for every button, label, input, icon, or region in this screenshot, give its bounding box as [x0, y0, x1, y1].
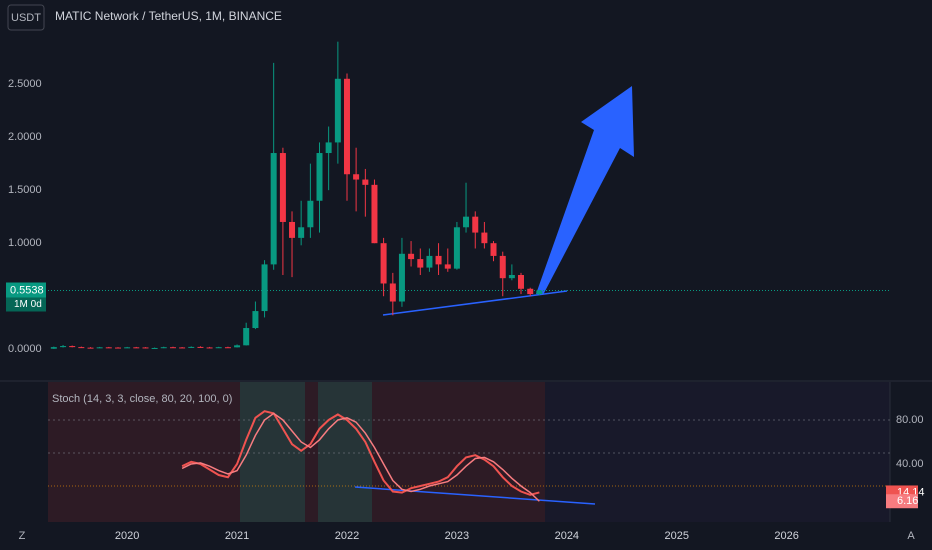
- candle-body: [362, 179, 369, 185]
- candle-body: [408, 253, 415, 260]
- candle-body: [252, 311, 259, 329]
- stoch-shading: [48, 382, 545, 522]
- candle-body: [481, 232, 488, 244]
- candle-body: [224, 347, 231, 349]
- candle-body: [197, 346, 204, 348]
- candle-body: [325, 142, 332, 154]
- y-tick-label: 1.0000: [8, 237, 42, 249]
- candle-body: [179, 347, 186, 349]
- stoch-shading-green: [318, 382, 372, 522]
- candle-body: [490, 243, 497, 256]
- candle-body: [188, 346, 195, 348]
- indicator-title: Stoch (14, 3, 3, close, 80, 20, 100, 0): [52, 393, 232, 405]
- candle-body: [261, 264, 268, 312]
- candle-body: [160, 347, 167, 349]
- candle-body: [435, 255, 442, 265]
- candle-body: [398, 253, 405, 302]
- x-tick-label: 2022: [335, 530, 359, 542]
- candle-body: [243, 328, 250, 346]
- stoch-band: [545, 382, 890, 522]
- y-tick-label: 2.5000: [8, 78, 42, 90]
- candle-body: [78, 347, 85, 349]
- stoch-shading-green: [240, 382, 305, 522]
- candle-body: [105, 347, 112, 349]
- x-tick-label: 2025: [665, 530, 689, 542]
- y-tick-label: 40.00: [896, 458, 924, 470]
- candle-body: [279, 153, 286, 222]
- candle-body: [270, 153, 277, 265]
- arrow[interactable]: [536, 86, 634, 295]
- last-price-note-box: [6, 297, 46, 312]
- candle-body: [206, 347, 213, 349]
- candle-body: [151, 347, 158, 349]
- candle-body: [499, 255, 506, 279]
- candle-body: [536, 290, 543, 295]
- x-tick-label: 2020: [115, 530, 139, 542]
- y-tick-label: 80.00: [896, 414, 924, 426]
- candle-body: [60, 346, 67, 348]
- candle-body: [371, 184, 378, 244]
- candle-body: [389, 283, 396, 302]
- stoch-line: [181, 412, 540, 502]
- y-tick-label: 1.5000: [8, 184, 42, 196]
- candle-body: [444, 264, 451, 269]
- candle-body: [50, 347, 57, 349]
- candle-body: [234, 345, 241, 348]
- last-value-label: 6.16: [897, 495, 918, 507]
- candle-body: [316, 153, 323, 201]
- x-tick-label: 2021: [225, 530, 249, 542]
- x-tick-label: 2024: [555, 530, 579, 542]
- footer-icon[interactable]: A: [907, 530, 915, 542]
- candle-body: [289, 221, 296, 238]
- candle-body: [426, 255, 433, 268]
- chart-title: MATIC Network / TetherUS, 1M, BINANCE: [55, 9, 282, 23]
- candle-body: [343, 78, 350, 175]
- candle-body: [87, 347, 94, 349]
- symbol-button-label[interactable]: USDT: [11, 12, 41, 24]
- candle-body: [508, 275, 515, 279]
- candle-body: [169, 347, 176, 349]
- candle-body: [353, 174, 360, 180]
- candle-body: [334, 78, 341, 143]
- footer-icon[interactable]: Z: [19, 530, 26, 542]
- candle-body: [215, 347, 222, 349]
- candle-body: [453, 227, 460, 269]
- last-price-note: 1M 0d: [14, 299, 42, 310]
- candle-body: [124, 347, 131, 349]
- last-price-label: 0.5538: [10, 284, 44, 296]
- candle-body: [142, 347, 149, 349]
- candle-body: [417, 259, 424, 268]
- candle-body: [96, 347, 103, 349]
- x-tick-label: 2026: [774, 530, 798, 542]
- candle-body: [307, 200, 314, 228]
- candle-body: [527, 288, 534, 295]
- x-tick-label: 2023: [445, 530, 469, 542]
- last-price-box: [6, 282, 46, 298]
- candle-body: [69, 346, 76, 348]
- candle-body: [517, 275, 524, 289]
- last-value-box: [886, 494, 918, 509]
- symbol-button[interactable]: [7, 4, 45, 31]
- y-tick-label: 2.0000: [8, 131, 42, 143]
- trendline[interactable]: [354, 486, 596, 505]
- candle-body: [380, 243, 387, 284]
- candle-body: [472, 216, 479, 233]
- candle-body: [133, 347, 140, 349]
- candle-body: [115, 347, 122, 349]
- candle-body: [298, 227, 305, 238]
- candle-body: [463, 216, 470, 228]
- y-tick-label: 0.0000: [8, 343, 42, 355]
- trendline[interactable]: [382, 290, 568, 316]
